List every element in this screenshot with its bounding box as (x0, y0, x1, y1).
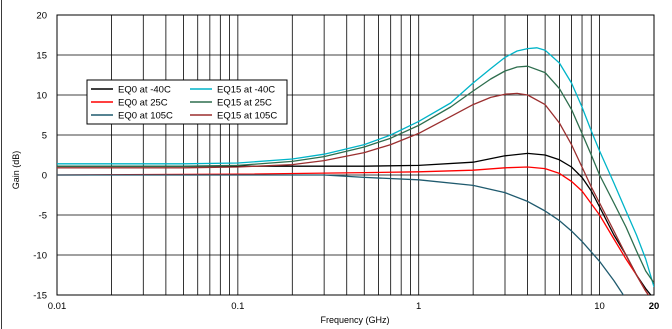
y-tick-label: 15 (36, 51, 47, 62)
x-tick-label: 10 (594, 301, 605, 312)
y-tick-label: -15 (33, 291, 47, 302)
y-tick-label: -5 (39, 211, 47, 222)
y-tick-label: -10 (33, 251, 47, 262)
x-tick-label: 1 (416, 301, 421, 312)
legend-label: EQ0 at -40C (118, 85, 171, 96)
y-tick-label: 20 (36, 11, 47, 22)
y-tick-label: 5 (42, 131, 47, 142)
legend-box (86, 79, 288, 125)
series-line (57, 174, 625, 295)
legend: EQ0 at -40C EQ0 at 25C EQ0 at 105C EQ15 at … (86, 79, 288, 125)
y-tick-label: 0 (42, 171, 47, 182)
legend-label: EQ15 at 25C (217, 98, 272, 109)
left-border (1, 0, 2, 329)
series-line (57, 166, 650, 295)
legend-label: EQ0 at 105C (118, 111, 173, 122)
x-axis-label: Frequency (GHz) (320, 315, 389, 325)
y-tick-label: 10 (36, 91, 47, 102)
legend-label: EQ15 at 105C (217, 111, 277, 122)
series-line (57, 92, 650, 295)
x-tick-label: 0.1 (231, 301, 244, 312)
legend-label: EQ0 at 25C (118, 98, 168, 109)
series-lines (57, 47, 654, 295)
x-tick-label: 0.01 (48, 301, 67, 312)
plot-frame (56, 14, 655, 296)
series-line (57, 47, 654, 288)
series-line (57, 65, 654, 284)
x-tick-labels: 0.01 0.1 1 10 20 (48, 301, 660, 312)
y-axis-label: Gain (dB) (11, 151, 21, 190)
x-tick-label: 20 (649, 301, 660, 312)
legend-label: EQ15 at -40C (217, 85, 275, 96)
y-tick-labels: 20 15 10 5 0 -5 -10 -15 (33, 11, 47, 302)
